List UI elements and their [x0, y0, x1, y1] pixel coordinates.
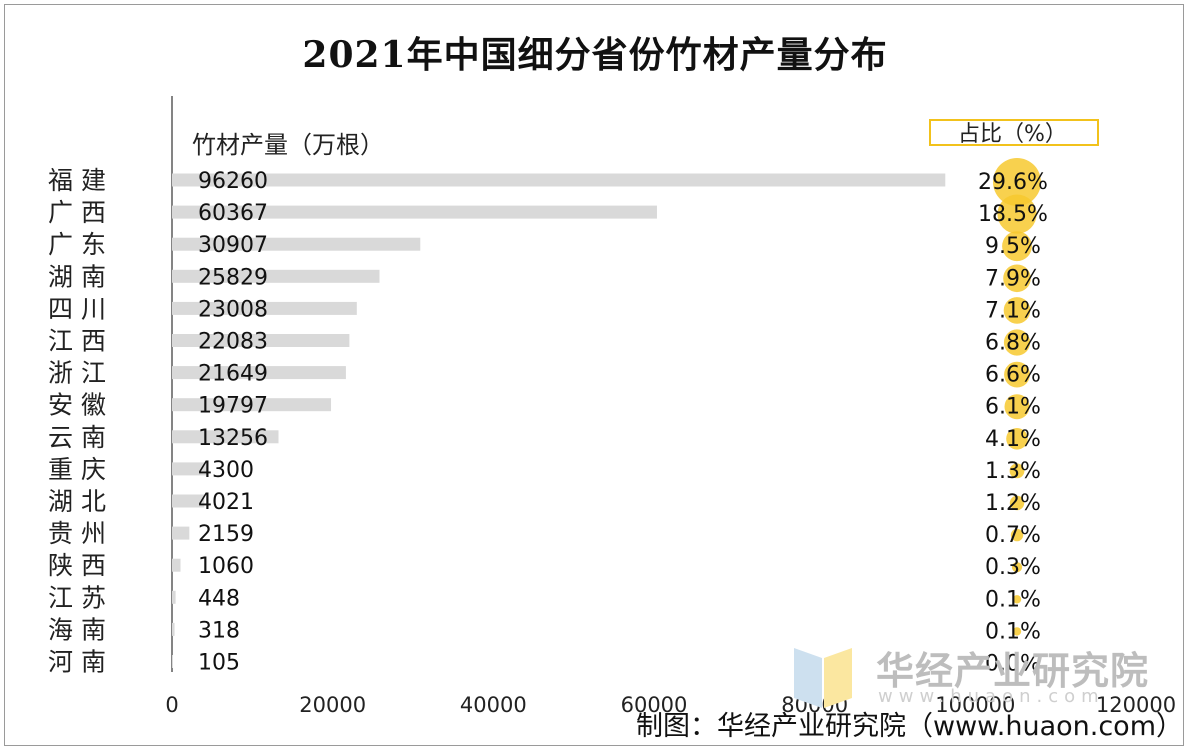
- category-label: 四 川: [48, 294, 106, 323]
- category-label: 湖 南: [48, 262, 106, 291]
- share-bubble: [1012, 595, 1022, 604]
- bar: [172, 366, 346, 380]
- share-label: 29.6%: [978, 170, 1048, 195]
- share-label: 1.2%: [985, 491, 1041, 516]
- category-label: 安 徽: [48, 391, 106, 420]
- chart-title: 2021年中国细分省份竹材产量分布: [302, 34, 888, 76]
- share-label: 0.0%: [985, 652, 1041, 677]
- bar: [172, 173, 946, 187]
- x-tick-label: 120000: [1096, 693, 1176, 717]
- watermark-name: 华经产业研究院: [876, 649, 1150, 693]
- value-label: 4021: [198, 490, 254, 515]
- bar: [172, 655, 173, 668]
- share-label: 0.7%: [985, 523, 1041, 548]
- x-tick-label: 40000: [460, 693, 527, 717]
- watermark-url: www.huaon.com: [878, 686, 1105, 707]
- share-label: 0.1%: [985, 619, 1041, 644]
- bar: [172, 622, 175, 636]
- bar: [172, 205, 657, 219]
- share-bubble: [1009, 463, 1025, 479]
- value-axis-label: 竹材产量（万根）: [192, 131, 384, 159]
- value-label: 105: [198, 651, 240, 676]
- value-label: 60367: [198, 201, 268, 226]
- share-bubble: [1011, 562, 1023, 573]
- share-bubble: [1003, 329, 1031, 356]
- bar: [172, 462, 207, 476]
- share-bubble: [1002, 231, 1032, 262]
- bar: [172, 526, 190, 540]
- x-tick-label: 60000: [621, 693, 688, 717]
- share-label: 4.1%: [985, 427, 1041, 452]
- share-label: 0.1%: [985, 587, 1041, 612]
- category-label: 云 南: [48, 423, 106, 452]
- bar: [172, 558, 181, 572]
- share-label: 1.3%: [985, 459, 1041, 484]
- value-label: 21649: [198, 362, 268, 387]
- value-label: 13256: [198, 426, 268, 451]
- value-label: 2159: [198, 522, 254, 547]
- bar: [172, 237, 421, 251]
- value-label: 19797: [198, 394, 268, 419]
- share-label: 9.5%: [985, 234, 1041, 259]
- category-label: 江 苏: [48, 583, 106, 612]
- share-label: 6.1%: [985, 395, 1041, 420]
- share-bubble: [1009, 495, 1025, 511]
- share-bubble: [1004, 394, 1030, 420]
- value-label: 318: [198, 618, 240, 643]
- x-tick-label: 100000: [935, 693, 1015, 717]
- bar: [172, 301, 357, 315]
- category-label: 浙 江: [48, 359, 106, 388]
- value-label: 1060: [198, 554, 254, 579]
- share-bubble: [1004, 361, 1030, 388]
- value-label: 448: [198, 586, 240, 611]
- share-bubble: [1003, 264, 1031, 293]
- category-label: 海 南: [48, 615, 106, 644]
- source-note: 制图：华经产业研究院（www.huaon.com）: [636, 711, 1183, 742]
- category-label: 河 南: [48, 648, 106, 677]
- value-label: 30907: [198, 233, 268, 258]
- value-label: 22083: [198, 330, 268, 355]
- bar: [172, 334, 350, 347]
- share-label: 0.3%: [985, 555, 1041, 580]
- value-label: 4300: [198, 458, 254, 483]
- category-label: 湖 北: [48, 487, 106, 516]
- share-label: 6.6%: [985, 363, 1041, 388]
- category-label: 陕 西: [48, 551, 106, 580]
- share-bubble: [1010, 528, 1024, 542]
- bar: [172, 590, 176, 604]
- value-label: 25829: [198, 265, 268, 290]
- share-label: 18.5%: [978, 202, 1048, 227]
- watermark: 华经产业研究院 www.huaon.com: [792, 640, 1172, 710]
- bar: [172, 398, 332, 412]
- category-label: 江 西: [48, 327, 106, 356]
- bar: [172, 269, 380, 283]
- category-label: 广 东: [48, 230, 106, 259]
- category-label: 福 建: [48, 166, 106, 195]
- share-label: 7.9%: [985, 266, 1041, 291]
- share-axis-label: 占比（%）: [958, 122, 1067, 147]
- value-label: 23008: [198, 297, 268, 322]
- share-label: 6.8%: [985, 331, 1041, 356]
- share-label: 7.1%: [985, 298, 1041, 323]
- watermark-logo-icon: [794, 648, 852, 708]
- share-bubble: [993, 158, 1041, 206]
- value-label: 96260: [198, 169, 268, 194]
- share-bubble: [1006, 428, 1028, 450]
- x-tick-label: 0: [165, 693, 178, 717]
- share-header-box: [929, 119, 1099, 146]
- x-tick-label: 20000: [299, 693, 366, 717]
- category-label: 广 西: [48, 198, 106, 227]
- share-bubble: [1012, 627, 1022, 636]
- bar: [172, 494, 205, 508]
- share-bubble: [997, 194, 1037, 234]
- bar: [172, 430, 279, 444]
- category-label: 贵 州: [48, 519, 106, 548]
- category-label: 重 庆: [48, 455, 106, 484]
- share-bubble: [1003, 297, 1031, 324]
